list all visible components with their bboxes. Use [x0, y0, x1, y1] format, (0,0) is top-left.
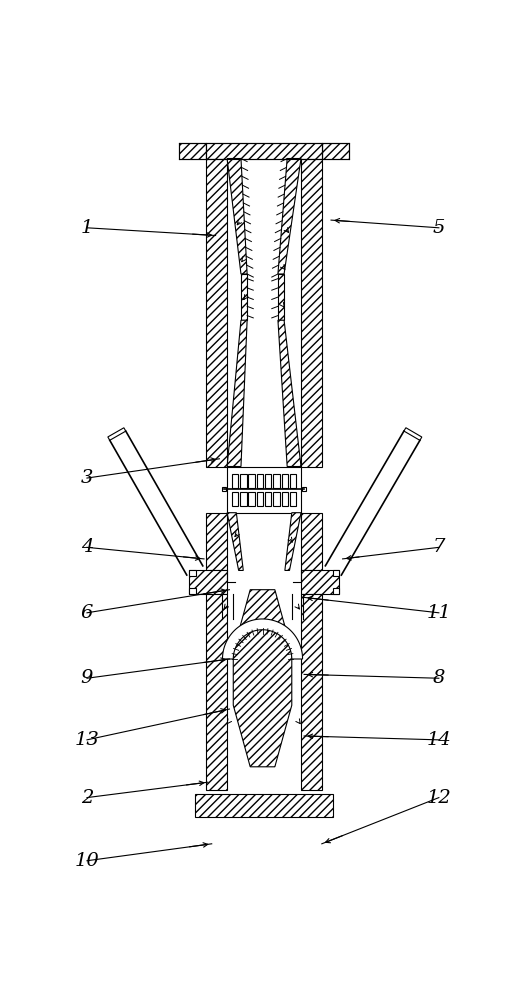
Polygon shape [189, 588, 195, 594]
Polygon shape [256, 474, 263, 488]
Polygon shape [301, 594, 322, 790]
Polygon shape [232, 492, 238, 506]
Text: 7: 7 [432, 538, 445, 556]
Text: 5: 5 [432, 219, 445, 237]
Text: 9: 9 [81, 669, 93, 687]
Polygon shape [256, 492, 263, 506]
Polygon shape [232, 474, 238, 488]
Polygon shape [222, 487, 226, 491]
Polygon shape [290, 492, 297, 506]
Text: 12: 12 [426, 789, 451, 807]
Polygon shape [223, 619, 303, 659]
Polygon shape [108, 428, 126, 440]
Polygon shape [241, 274, 247, 320]
Text: 14: 14 [426, 731, 451, 749]
Polygon shape [301, 158, 322, 466]
Text: 10: 10 [74, 852, 100, 870]
Text: 6: 6 [81, 604, 93, 622]
Polygon shape [322, 143, 349, 158]
Polygon shape [206, 594, 227, 790]
Polygon shape [240, 492, 247, 506]
Text: 8: 8 [432, 669, 445, 687]
Polygon shape [189, 570, 227, 594]
Polygon shape [332, 588, 339, 594]
Polygon shape [301, 570, 339, 594]
Text: 13: 13 [74, 731, 100, 749]
Text: 3: 3 [81, 469, 93, 487]
Polygon shape [227, 466, 301, 513]
Polygon shape [227, 320, 247, 466]
Polygon shape [285, 513, 301, 570]
Polygon shape [265, 492, 271, 506]
Polygon shape [206, 158, 227, 466]
Polygon shape [282, 492, 288, 506]
Polygon shape [248, 474, 255, 488]
Polygon shape [180, 143, 206, 158]
Polygon shape [206, 143, 322, 158]
Polygon shape [278, 320, 301, 466]
Polygon shape [404, 428, 422, 440]
Polygon shape [189, 570, 195, 576]
Polygon shape [265, 474, 271, 488]
Polygon shape [273, 492, 280, 506]
Text: 2: 2 [81, 789, 93, 807]
Text: 4: 4 [81, 538, 93, 556]
Polygon shape [227, 158, 247, 274]
Polygon shape [206, 513, 227, 570]
Polygon shape [195, 794, 333, 817]
Polygon shape [332, 570, 339, 576]
Polygon shape [278, 158, 301, 274]
Polygon shape [240, 474, 247, 488]
Text: 1: 1 [81, 219, 93, 237]
Polygon shape [233, 590, 292, 767]
Polygon shape [302, 487, 306, 491]
Polygon shape [282, 474, 288, 488]
Polygon shape [290, 474, 297, 488]
Text: 11: 11 [426, 604, 451, 622]
Polygon shape [248, 492, 255, 506]
Polygon shape [227, 513, 243, 570]
Polygon shape [278, 274, 284, 320]
Polygon shape [273, 474, 280, 488]
Polygon shape [301, 513, 322, 570]
